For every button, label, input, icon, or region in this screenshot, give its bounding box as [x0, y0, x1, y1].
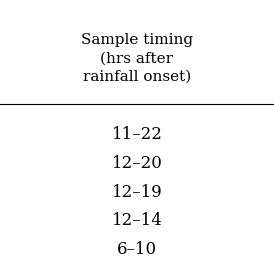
- Text: Sample timing
(hrs after
rainfall onset): Sample timing (hrs after rainfall onset): [81, 33, 193, 84]
- Text: 12–20: 12–20: [112, 155, 162, 172]
- Text: 11–22: 11–22: [112, 126, 162, 143]
- Text: 12–14: 12–14: [112, 212, 162, 229]
- Text: 6–10: 6–10: [117, 241, 157, 258]
- Text: 12–19: 12–19: [112, 184, 162, 201]
